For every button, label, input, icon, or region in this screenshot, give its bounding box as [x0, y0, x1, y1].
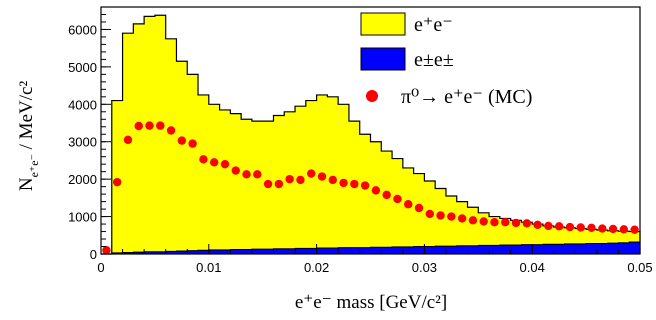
series-same-sign-outline	[101, 241, 641, 255]
plot-area	[101, 14, 641, 255]
mc-marker	[102, 246, 111, 255]
y-tick-label: 2000	[68, 172, 97, 187]
y-axis-title-n: N	[16, 177, 37, 191]
legend-label-ee: e⁺e⁻	[414, 14, 453, 36]
mc-marker	[188, 139, 197, 148]
mc-marker	[296, 175, 305, 185]
mc-marker	[231, 166, 240, 175]
mc-marker	[242, 170, 251, 179]
mc-marker	[209, 158, 219, 167]
y-tick-label: 1000	[68, 210, 97, 225]
legend-swatch-ee	[360, 12, 406, 36]
mc-marker	[479, 217, 488, 226]
x-axis-title: e⁺e⁻ mass [GeV/c²]	[295, 292, 447, 313]
mc-marker	[360, 181, 370, 190]
mc-marker	[544, 221, 553, 231]
mc-marker	[328, 175, 337, 185]
mc-marker	[587, 223, 596, 233]
x-tick-label: 0.01	[196, 260, 221, 275]
mc-marker	[339, 178, 348, 188]
y-tick-label: 5000	[68, 60, 97, 75]
series-ee-outline	[101, 14, 641, 255]
mc-marker	[177, 136, 187, 145]
mc-marker	[123, 135, 133, 145]
mc-marker	[166, 126, 176, 135]
legend-label-mc: π⁰→ e⁺e⁻ (MC)	[401, 86, 532, 108]
mc-marker	[468, 216, 478, 225]
mc-marker	[199, 155, 208, 164]
mc-marker	[501, 217, 510, 227]
mc-marker	[436, 211, 445, 220]
mc-marker	[533, 220, 542, 230]
mc-marker	[274, 179, 284, 189]
mc-marker	[619, 225, 629, 234]
plot-frame	[100, 6, 641, 255]
legend-marker-mc	[366, 90, 378, 102]
x-tick-label: 0.03	[412, 260, 437, 275]
mc-marker	[285, 174, 294, 184]
mc-marker	[414, 203, 424, 213]
mc-marker	[576, 223, 585, 232]
mc-marker	[350, 179, 359, 189]
x-tick-label: 0.05	[627, 260, 652, 275]
mc-marker	[393, 194, 402, 204]
legend-swatch-same-sign	[360, 47, 406, 71]
y-axis-title-unit: / MeV/c²	[16, 81, 37, 155]
mc-marker	[307, 169, 316, 178]
mc-marker	[145, 121, 154, 130]
mc-marker	[220, 159, 230, 169]
mc-marker	[317, 172, 327, 181]
mc-marker	[608, 224, 618, 234]
mc-marker	[511, 218, 521, 228]
x-tick-label: 0	[97, 260, 104, 275]
mc-marker	[598, 224, 607, 233]
legend: e⁺e⁻ e±e± π⁰→ e⁺e⁻ (MC)	[360, 12, 532, 108]
mc-marker	[490, 217, 499, 227]
mc-marker	[425, 209, 434, 219]
y-axis-title: Ne⁺e⁻ / MeV/c²	[16, 81, 41, 192]
mc-marker	[447, 212, 456, 221]
mc-marker	[404, 200, 413, 209]
x-tick-label: 0.02	[304, 260, 329, 275]
y-tick-label: 0	[90, 247, 97, 262]
mc-marker	[371, 186, 381, 195]
mc-marker	[565, 222, 575, 232]
y-tick-label: 6000	[68, 22, 97, 37]
legend-label-same-sign: e±e±	[414, 49, 454, 71]
y-axis-title-subscript: e⁺e⁻	[27, 154, 41, 177]
mc-marker	[112, 177, 122, 187]
mc-marker	[382, 190, 391, 200]
mc-marker	[554, 222, 564, 231]
mc-marker	[156, 121, 165, 130]
mc-marker	[263, 179, 273, 189]
mc-marker	[457, 214, 467, 223]
mc-marker	[253, 170, 262, 179]
y-tick-label: 4000	[68, 97, 97, 112]
mc-marker	[134, 121, 143, 131]
y-tick-label: 3000	[68, 135, 97, 150]
x-tick-label: 0.04	[520, 260, 545, 275]
mc-marker	[522, 219, 532, 228]
mc-marker	[630, 225, 639, 234]
axes: 0 0.01 0.02 0.03 0.04 0.05 0 1000 2000 3000 4000 50…	[68, 6, 653, 275]
